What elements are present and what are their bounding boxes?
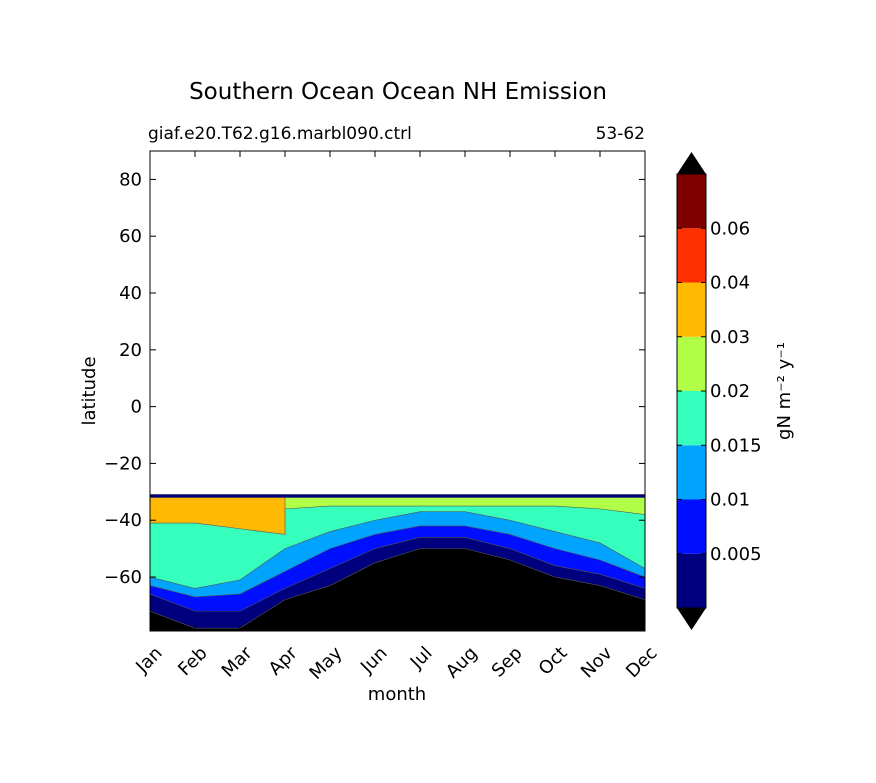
x-tick-label: Apr bbox=[265, 642, 302, 679]
colorbar-tick-label: 0.06 bbox=[710, 218, 750, 239]
x-tick-label: Jan bbox=[131, 643, 166, 678]
y-axis-label: latitude bbox=[79, 356, 100, 425]
band-rim bbox=[150, 494, 645, 498]
colorbar-extend-top bbox=[677, 152, 706, 174]
colorbar-segment bbox=[677, 228, 706, 283]
colorbar-segment bbox=[677, 499, 706, 554]
colorbar-tick-label: 0.02 bbox=[710, 381, 750, 402]
colorbar-label: gN m⁻² y⁻¹ bbox=[774, 342, 795, 440]
x-tick-label: May bbox=[305, 642, 346, 683]
x-tick-label: Jun bbox=[356, 643, 391, 678]
x-tick-label: Feb bbox=[174, 643, 211, 680]
chart-subtitle-left: giaf.e20.T62.g16.marbl090.ctrl bbox=[148, 124, 412, 144]
contour-bands bbox=[150, 494, 645, 631]
colorbar-tick-label: 0.04 bbox=[710, 273, 750, 294]
colorbar-tick-label: 0.01 bbox=[710, 490, 750, 511]
colorbar-tick-label: 0.005 bbox=[710, 544, 762, 565]
x-tick-label: Dec bbox=[622, 643, 661, 682]
x-axis-label: month bbox=[368, 684, 426, 705]
x-tick-label: Sep bbox=[488, 643, 527, 682]
colorbar-tick-label: 0.03 bbox=[710, 327, 750, 348]
colorbar-tick-label: 0.015 bbox=[710, 435, 762, 456]
colorbar: 0.005 0.01 0.015 0.02 0.03 0.04 0.06 bbox=[676, 152, 762, 630]
colorbar-segment bbox=[677, 445, 706, 500]
x-tick-label: Nov bbox=[577, 642, 617, 682]
x-tick-label: Mar bbox=[218, 642, 257, 681]
y-tick-label: 0 bbox=[131, 397, 142, 418]
y-tick-label: −60 bbox=[104, 567, 142, 588]
colorbar-extend-bottom bbox=[677, 608, 706, 630]
y-tick-label: 60 bbox=[119, 226, 142, 247]
y-tick-label: −20 bbox=[104, 453, 142, 474]
chart-subtitle-right: 53-62 bbox=[596, 124, 645, 144]
y-tick-label: 20 bbox=[119, 340, 142, 361]
x-tick-label: Oct bbox=[535, 643, 572, 680]
x-tick-label: Jul bbox=[406, 643, 437, 674]
colorbar-segment bbox=[677, 553, 706, 608]
y-tick-label: −40 bbox=[104, 510, 142, 531]
colorbar-segment bbox=[677, 174, 706, 229]
y-tick-label: 80 bbox=[119, 169, 142, 190]
colorbar-segment bbox=[677, 391, 706, 446]
plot-frame bbox=[149, 150, 646, 632]
x-axis: Jan Feb Mar Apr May Jun Jul Aug Sep Oct Nov Dec bbox=[131, 151, 662, 684]
colorbar-segment bbox=[677, 282, 706, 337]
colorbar-segment bbox=[677, 336, 706, 391]
plot-area bbox=[150, 151, 645, 631]
y-axis: 80 60 40 20 0 −20 −40 −60 bbox=[104, 169, 645, 588]
chart-title: Southern Ocean Ocean NH Emission bbox=[189, 79, 607, 105]
y-tick-label: 40 bbox=[119, 283, 142, 304]
x-tick-label: Aug bbox=[442, 643, 482, 683]
